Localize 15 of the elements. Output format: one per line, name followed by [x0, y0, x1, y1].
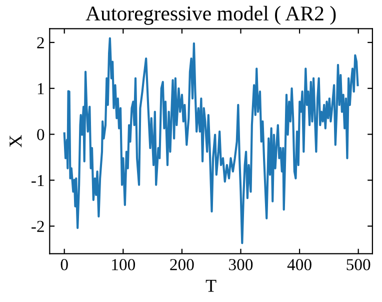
x-tick-label: 0 [60, 259, 68, 270]
x-tick-label: 100 [112, 259, 136, 270]
y-tick-label: -1 [32, 174, 44, 186]
x-axis-title: T [206, 280, 216, 292]
x-tick-label: 300 [229, 259, 253, 270]
y-tick-label: 1 [38, 83, 44, 94]
x-tick-label: 200 [170, 259, 194, 270]
x-tick-label: 500 [346, 259, 370, 270]
y-tick-label: 2 [37, 37, 44, 48]
y-axis-title: X [10, 134, 22, 148]
y-tick-label: -2 [32, 220, 44, 232]
x-tick-label: 400 [287, 259, 312, 270]
y-tick-label: 0 [37, 128, 44, 140]
line-series [63, 37, 359, 244]
chart-title: Autoregressive model ( AR2 ) [86, 6, 336, 25]
